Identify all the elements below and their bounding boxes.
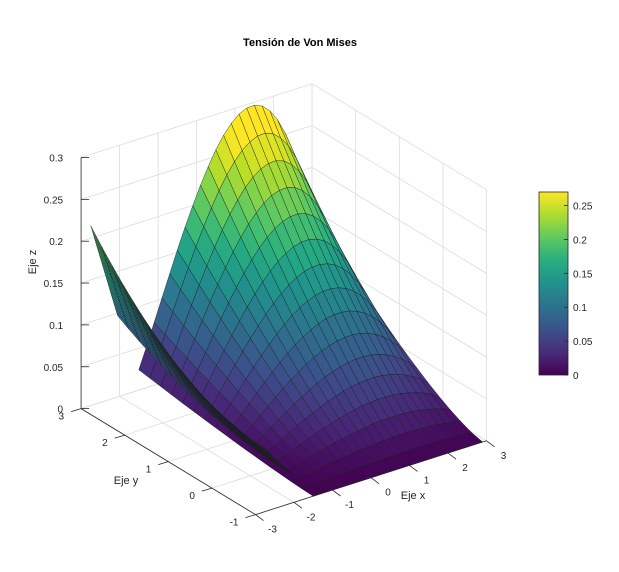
colorbar-tick-label: 0.15 bbox=[573, 269, 593, 280]
x-tick-label: -2 bbox=[307, 512, 316, 523]
z-axis-label: Eje z bbox=[27, 250, 39, 274]
surface-plot bbox=[90, 104, 484, 497]
back-wall-grid-line bbox=[311, 208, 487, 316]
z-tick-label: 0.05 bbox=[44, 363, 64, 374]
y-tick-mark bbox=[201, 487, 213, 492]
colorbar-tick-label: 0.1 bbox=[573, 303, 587, 314]
x-tick-mark bbox=[486, 440, 495, 448]
x-tick-mark bbox=[255, 514, 264, 521]
y-tick-mark bbox=[114, 434, 125, 439]
z-tick-label: 0 bbox=[58, 405, 64, 416]
chart-title: Tensión de Von Mises bbox=[243, 37, 357, 49]
y-tick-label: -1 bbox=[230, 518, 239, 529]
x-tick-label: -3 bbox=[268, 525, 277, 536]
colorbar bbox=[538, 191, 569, 376]
y-tick-label: 2 bbox=[102, 438, 108, 449]
z-tick-label: 0.25 bbox=[44, 195, 64, 206]
back-wall-grid-line bbox=[311, 125, 487, 232]
y-tick-label: 3 bbox=[59, 412, 65, 423]
colorbar-tick-label: 0.2 bbox=[573, 235, 587, 246]
x-tick-label: 0 bbox=[385, 488, 391, 499]
back-wall-grid-line bbox=[311, 83, 487, 191]
x-tick-mark bbox=[370, 477, 380, 485]
colorbar-tick-label: 0 bbox=[573, 371, 579, 382]
y-tick-mark bbox=[245, 514, 256, 518]
y-tick-mark bbox=[158, 461, 169, 465]
colorbar-tick-label: 0.25 bbox=[573, 202, 593, 213]
y-axis-label: Eje y bbox=[114, 475, 139, 487]
surface-patch bbox=[254, 441, 267, 450]
y-axis-line bbox=[80, 408, 256, 515]
x-tick-label: -1 bbox=[345, 500, 354, 511]
colorbar-ticks: 0 0.05 0.1 0.15 0.2 0.25 bbox=[564, 202, 593, 382]
x-tick-mark bbox=[447, 452, 457, 460]
z-tick-label: 0.2 bbox=[49, 237, 63, 248]
x-tick-label: 2 bbox=[462, 463, 468, 474]
y-tick-mark bbox=[70, 408, 82, 412]
x-tick-mark bbox=[332, 489, 341, 497]
x-tick-label: 3 bbox=[501, 451, 507, 462]
x-tick-label: 1 bbox=[424, 475, 430, 486]
back-wall-grid-line bbox=[311, 167, 487, 274]
colorbar-tick-label: 0.05 bbox=[573, 337, 593, 348]
x-tick-mark bbox=[293, 501, 303, 509]
z-tick-label: 0.15 bbox=[44, 279, 64, 290]
x-axis-label: Eje x bbox=[401, 490, 426, 502]
x-tick-mark bbox=[409, 465, 418, 472]
y-tick-label: 0 bbox=[189, 491, 195, 502]
back-wall-grid-line bbox=[80, 83, 313, 158]
z-tick-label: 0.3 bbox=[49, 154, 63, 165]
y-tick-label: 1 bbox=[146, 465, 152, 476]
z-tick-label: 0.1 bbox=[49, 321, 63, 332]
